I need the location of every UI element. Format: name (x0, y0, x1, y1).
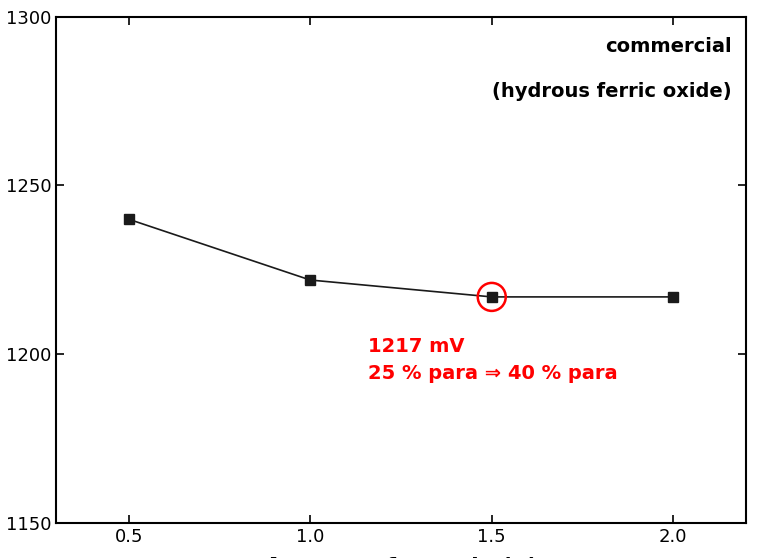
Text: 1217 mV: 1217 mV (369, 338, 465, 357)
X-axis label: Amount of sample (g): Amount of sample (g) (264, 557, 537, 558)
Text: (hydrous ferric oxide): (hydrous ferric oxide) (493, 83, 732, 102)
Text: commercial: commercial (606, 37, 732, 56)
Text: 25 % para ⇒ 40 % para: 25 % para ⇒ 40 % para (369, 364, 618, 383)
